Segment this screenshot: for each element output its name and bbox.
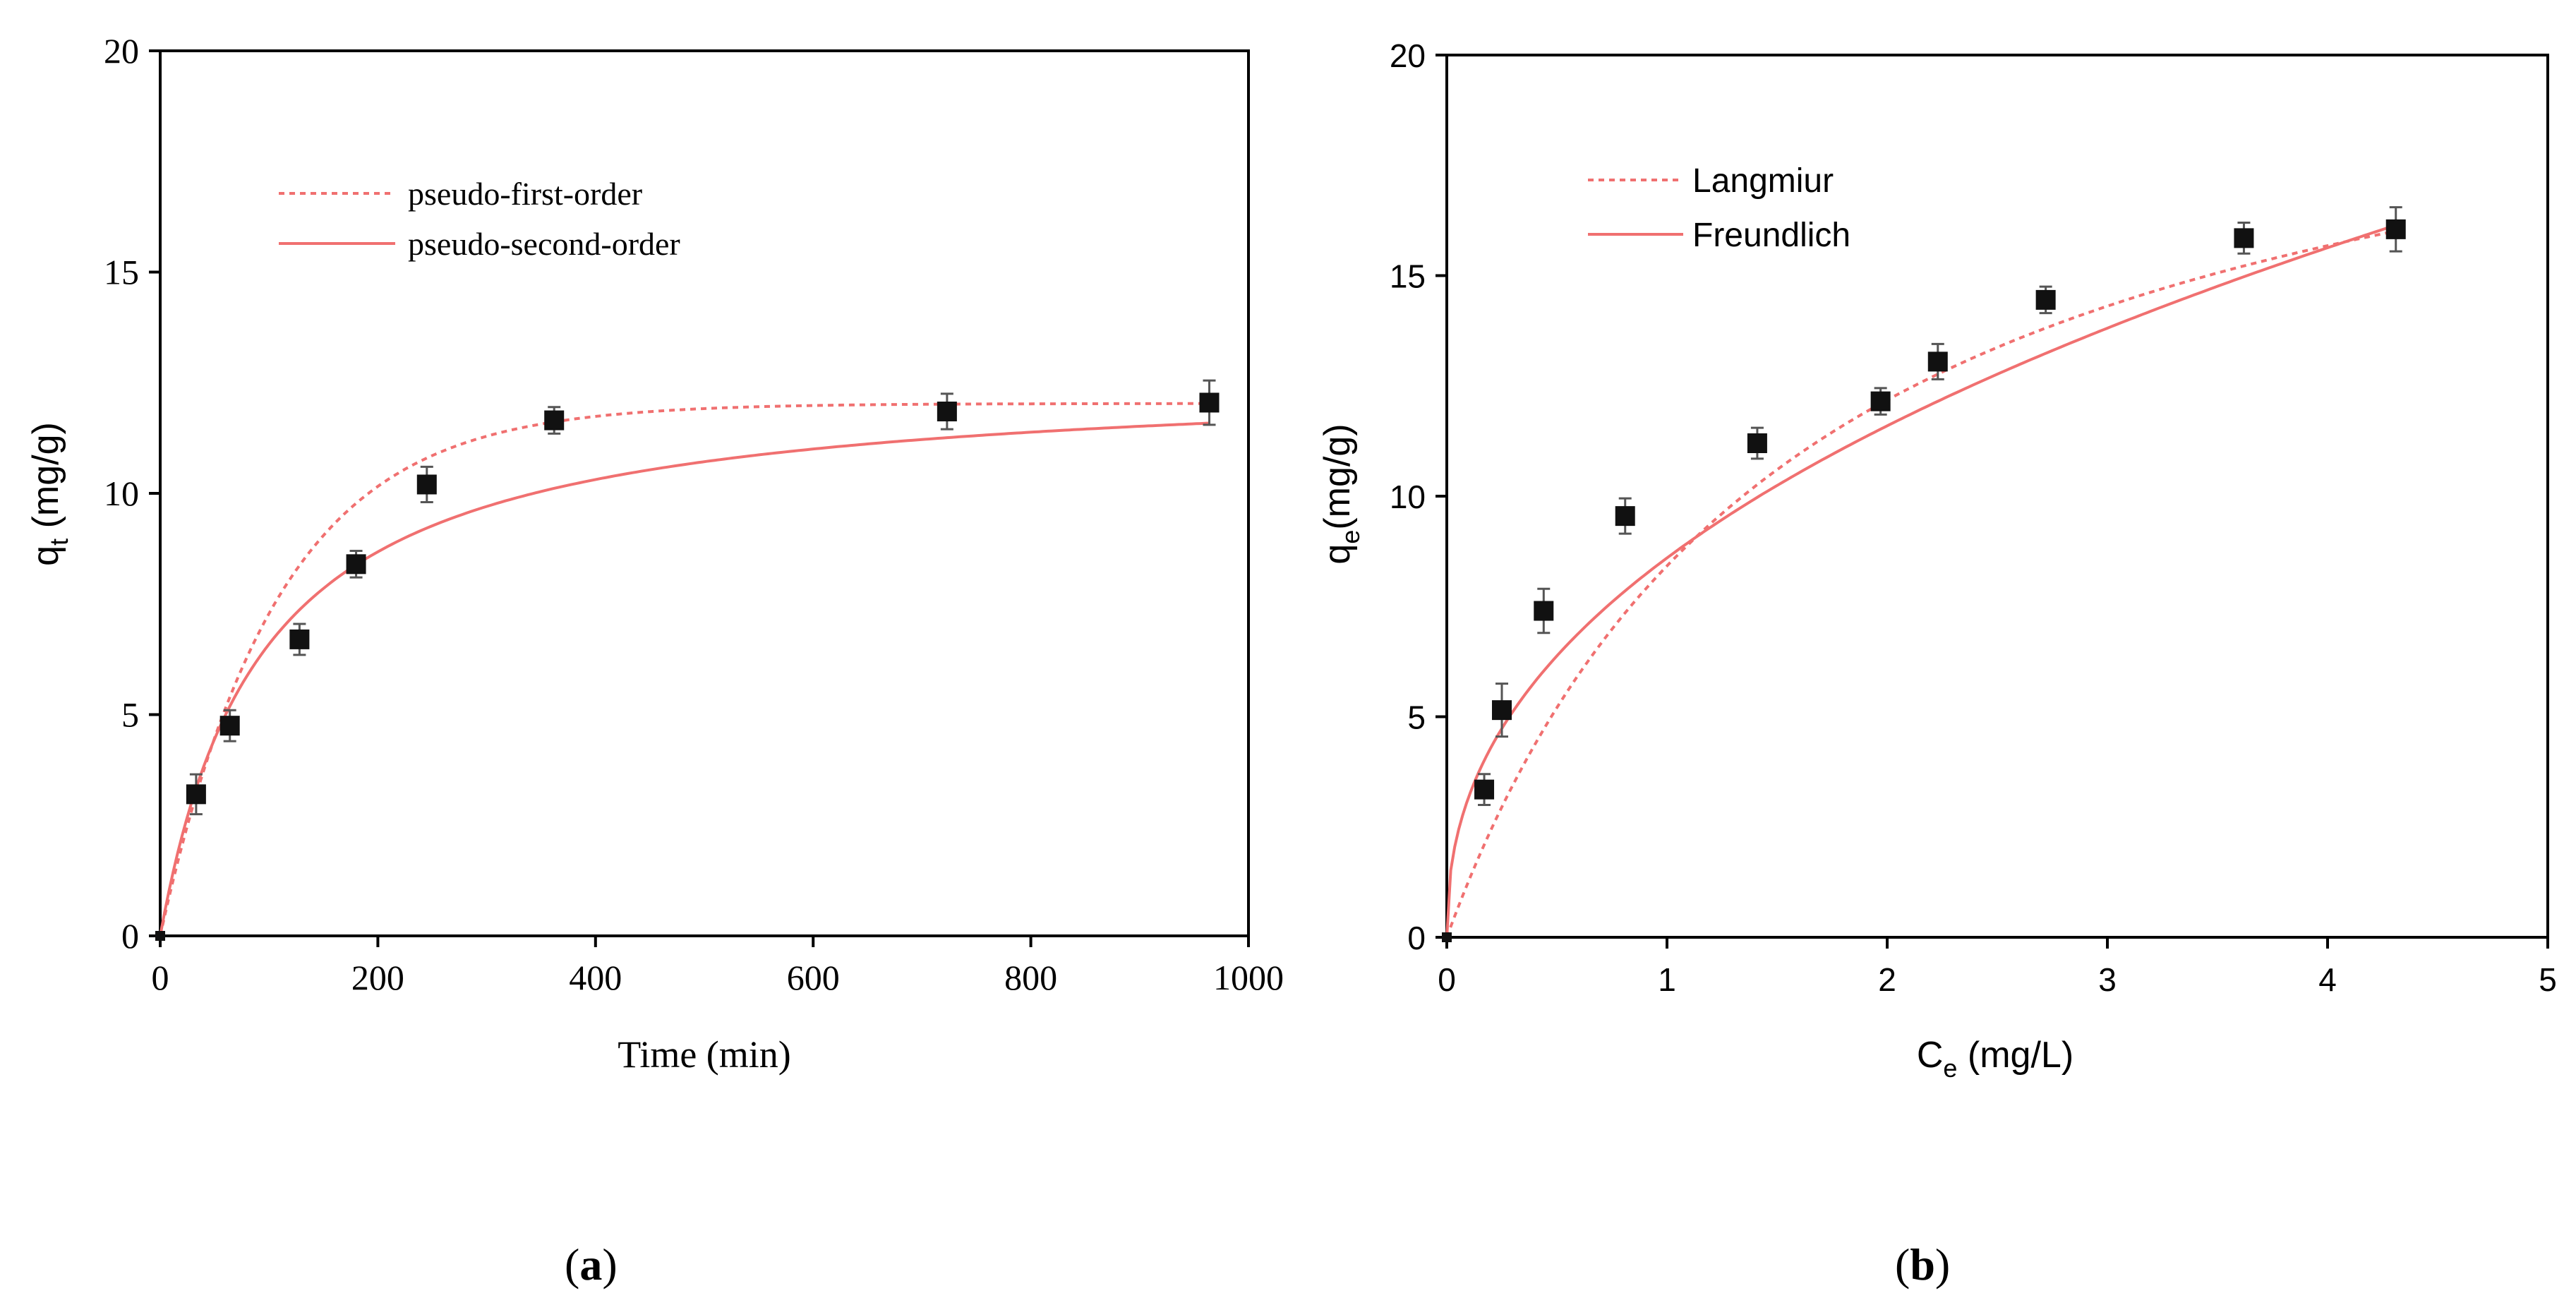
panel-b-plot-frame: [1445, 54, 2549, 939]
x-tick-label: 2: [1878, 961, 1896, 998]
data-point: [1492, 682, 1512, 738]
panel-a-caption: (a): [565, 1239, 618, 1289]
legend-label-langmiur: Langmiur: [1692, 162, 1834, 200]
panel-b-y-axis-title: qe(mg/g): [1317, 423, 1365, 564]
panel-b-y-axis-title-rest: (mg/g): [1317, 423, 1358, 529]
data-marker: [1747, 433, 1767, 453]
data-point: [1442, 932, 1452, 942]
data-point: [1474, 773, 1495, 806]
data-marker: [346, 554, 366, 575]
panel-a-y-axis-title-rest: (mg/g): [25, 422, 66, 539]
data-point: [1199, 379, 1220, 426]
panel-a-caption-letter: a: [579, 1239, 603, 1289]
data-marker: [1199, 392, 1220, 413]
data-point: [416, 465, 437, 504]
data-marker: [1474, 779, 1495, 800]
panel-b-caption-letter: b: [1910, 1239, 1935, 1289]
y-tick-label: 10: [1390, 479, 1426, 515]
data-marker: [186, 784, 206, 805]
y-tick-label: 15: [1390, 258, 1426, 295]
data-marker: [1615, 506, 1635, 527]
x-tick-label: 0: [1438, 961, 1456, 998]
y-tick-label: 0: [1407, 920, 1426, 956]
panel-a-plot-frame: [159, 49, 1250, 937]
data-point: [346, 550, 366, 579]
x-tick-label: 5: [2539, 961, 2557, 998]
legend-label-pseudo-second-order: pseudo-second-order: [408, 226, 680, 262]
panel-b-x-axis-title-sub: e: [1943, 1054, 1957, 1083]
data-marker: [937, 402, 957, 422]
panel-b-x-axis-title-rest: (mg/L): [1957, 1035, 2074, 1076]
data-marker: [2385, 219, 2406, 239]
x-tick-label: 400: [569, 958, 622, 997]
y-tick-label: 20: [1390, 37, 1426, 74]
panel-b-legend: Langmiur Freundlich: [1588, 162, 1850, 254]
fit-curve-langmiur: [1445, 229, 2397, 938]
data-point: [2035, 285, 2056, 315]
panel-a-chart: 0 200 400 600 800 1000 0 5 10 15 20 Time (min) qt…: [25, 31, 1284, 1076]
data-point: [1927, 342, 1948, 380]
panel-a-y-axis-title-sub: t: [44, 539, 73, 546]
data-point: [219, 709, 240, 742]
x-tick-label: 1: [1658, 961, 1676, 998]
x-tick-label: 200: [351, 958, 404, 997]
y-tick-label: 5: [1407, 699, 1426, 736]
y-tick-label: 15: [104, 253, 139, 292]
legend-label-pseudo-first-order: pseudo-first-order: [408, 176, 642, 212]
panel-b-caption: (b): [1895, 1239, 1951, 1289]
y-tick-label: 0: [121, 916, 139, 956]
panel-b-x-axis-title-main: C: [1917, 1035, 1944, 1076]
data-point: [289, 623, 310, 656]
data-point: [1615, 497, 1635, 535]
x-tick-label: 1000: [1213, 958, 1284, 997]
data-point: [544, 406, 565, 435]
x-tick-label: 3: [2098, 961, 2117, 998]
data-point: [2385, 206, 2406, 253]
data-marker: [1870, 391, 1891, 411]
data-marker: [219, 716, 240, 736]
data-point: [155, 931, 165, 941]
data-point: [937, 392, 957, 431]
legend-label-freundlich: Freundlich: [1692, 217, 1850, 254]
data-marker: [1492, 700, 1512, 721]
data-marker: [1927, 351, 1948, 372]
x-tick-label: 600: [787, 958, 840, 997]
y-tick-label: 20: [104, 31, 139, 71]
data-marker: [2234, 228, 2254, 248]
panel-b-y-axis-title-main: q: [1317, 544, 1358, 565]
panel-a-y-axis-title: qt (mg/g): [25, 422, 73, 566]
data-point: [2234, 222, 2254, 255]
data-marker: [1534, 601, 1554, 621]
data-marker: [2035, 289, 2056, 310]
data-point: [1747, 426, 1767, 460]
panel-a-x-axis-title: Time (min): [618, 1033, 791, 1076]
panel-a-y-axis-title-main: q: [25, 546, 66, 566]
y-tick-label: 5: [121, 695, 139, 735]
x-tick-label: 4: [2318, 961, 2337, 998]
y-tick-label: 10: [104, 474, 139, 513]
data-marker: [155, 931, 165, 941]
x-tick-label: 0: [152, 958, 169, 997]
fit-curve-pseudo-second-order: [159, 421, 1210, 937]
data-marker: [416, 474, 437, 495]
panel-a-legend: pseudo-first-order pseudo-second-order: [279, 176, 680, 262]
data-point: [1534, 587, 1554, 635]
x-tick-label: 800: [1004, 958, 1057, 997]
data-point: [1870, 387, 1891, 416]
data-marker: [544, 410, 565, 431]
data-marker: [1442, 932, 1452, 942]
panel-b-x-axis-title: Ce (mg/L): [1917, 1035, 2074, 1083]
fit-curve-freundlich: [1445, 224, 2397, 938]
fit-curve-pseudo-first-order: [159, 402, 1210, 937]
data-marker: [289, 629, 310, 649]
data-point: [186, 773, 206, 816]
panel-b-y-axis-title-sub: e: [1336, 530, 1365, 544]
